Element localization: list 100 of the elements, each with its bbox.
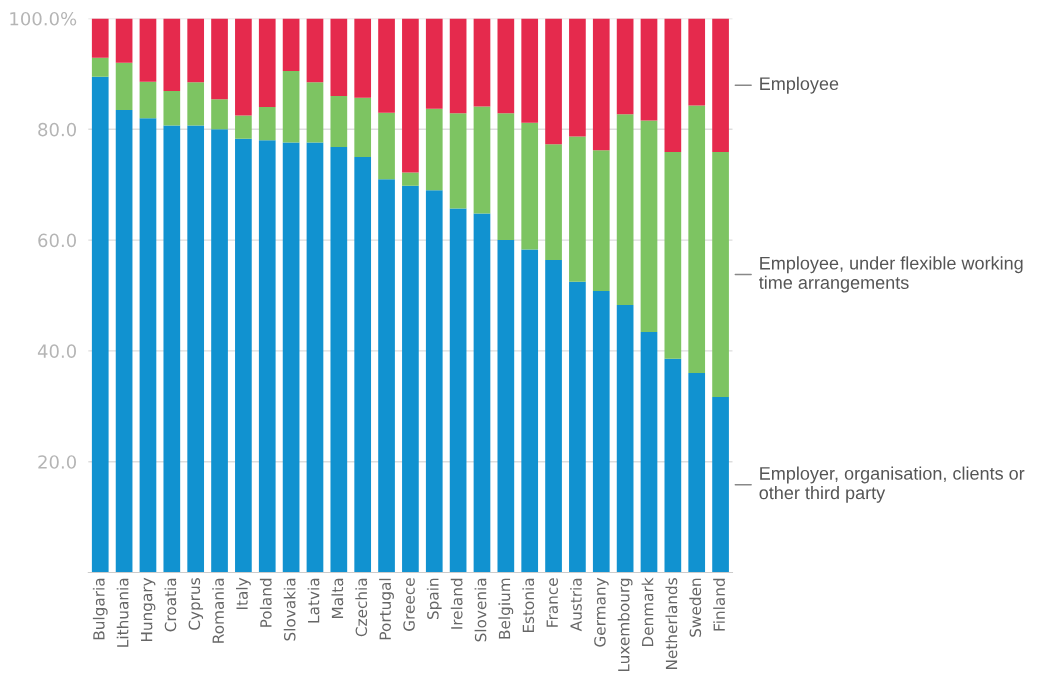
bar [163,18,181,92]
y-tick-label: 80.0 [38,122,77,137]
x-tick-label: Cyprus [188,578,204,630]
bar [688,18,706,106]
x-tick-label: Latvia [307,578,320,623]
bar [640,18,658,121]
x-tick-label: Hungary [141,577,156,642]
bar [712,151,729,397]
bar [688,105,706,374]
bar [235,18,252,116]
bar [592,291,610,573]
bar [592,18,610,151]
bar [282,71,300,143]
bar [139,118,157,573]
bar [425,108,443,191]
x-tick-label: Portugal [379,578,394,640]
bar [521,122,539,250]
bar [163,125,181,573]
bar [330,96,348,148]
bar [402,18,419,173]
bar [521,249,539,573]
bar [115,18,133,63]
bar [306,82,324,143]
bar [139,81,157,119]
bar [282,142,300,573]
bar [545,260,562,573]
series-label: Employee, under flexible working time arrangements [759,256,1023,293]
bar [402,185,419,573]
x-tick-label: Poland [259,578,272,627]
x-tick-label: Netherlands [665,578,678,669]
x-tick-label: Austria [570,578,582,632]
bar [664,151,682,359]
x-tick-label: Italy [236,577,251,610]
bar [402,172,419,186]
bar [354,97,372,157]
bar [139,18,157,82]
bar [211,99,228,130]
bar [712,396,729,573]
bar [378,112,395,180]
bar [521,18,539,123]
bar [569,281,586,573]
x-tick-label: Finland [713,578,725,631]
x-tick-label: Spain [426,578,442,620]
bar [330,147,348,573]
bar [282,18,300,72]
bar [449,208,467,573]
bar [187,125,205,573]
bar [497,240,515,573]
bar [640,332,658,573]
bar [425,18,443,109]
bar [545,144,562,261]
bar [91,57,109,77]
bar [473,106,491,214]
bar [569,18,586,137]
bar [640,120,658,333]
bar [354,156,372,573]
bar [378,179,395,573]
bar [163,91,181,126]
x-tick-label: Germany [594,577,609,647]
bar [187,18,205,83]
bar [569,136,586,282]
bar [235,115,252,139]
bar [91,18,109,58]
bar [497,113,515,241]
bar [187,82,205,126]
x-tick-label: Slovakia [283,578,296,641]
bar [592,150,610,292]
x-tick-label: Lithuania [116,578,129,647]
bar [688,373,706,573]
x-tick-label: France [546,578,558,627]
bar [330,18,348,97]
bar [306,142,324,573]
bar [235,138,252,573]
bar [712,18,729,152]
x-tick-label: Malta [331,578,344,619]
x-tick-label: Belgium [498,578,514,639]
bar [616,304,634,573]
bar [378,18,395,113]
series-label: Employer, organisation, clients or other third party [759,466,1025,503]
x-tick-label: Estonia [522,578,535,633]
bar [473,18,491,107]
y-tick-label: 40.0 [37,344,77,359]
bar [497,18,515,114]
bar [664,358,682,573]
x-tick-label: Sweden [689,578,702,637]
bar [354,18,372,98]
x-tick-label: Czechia [355,578,368,637]
bar [115,109,133,573]
bar [616,114,634,305]
x-tick-label: Greece [403,578,415,631]
bar [211,18,228,100]
bar [616,18,634,115]
y-tick-label: 20.0 [38,455,77,469]
bar [473,213,491,573]
x-tick-label: Luxembourg [617,578,633,672]
bar [258,18,276,108]
x-tick-label: Croatia [164,578,177,632]
y-tick-label: 60.0 [38,233,77,248]
bar [115,62,133,110]
bar [449,18,467,114]
